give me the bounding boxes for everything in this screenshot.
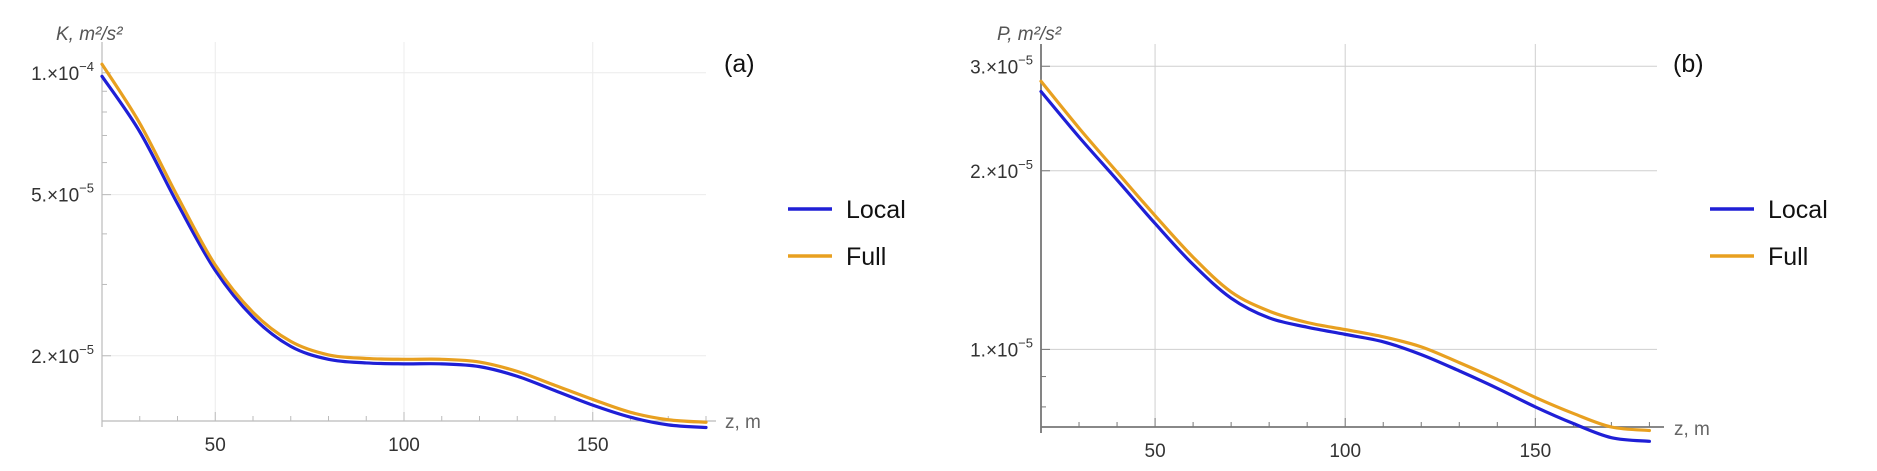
y-tick-base: 2.×10 — [970, 162, 1018, 183]
legend-item: Local — [788, 196, 906, 224]
legend: Local Full — [1710, 196, 1828, 271]
y-tick-label: 1.×10−5 — [970, 335, 1033, 361]
legend-label: Local — [846, 196, 906, 224]
y-axis-title: K, m²/s² — [56, 24, 123, 45]
series-group — [100, 62, 708, 430]
y-axis-symbol: K, — [56, 24, 79, 45]
x-axis-title: z, m — [1674, 419, 1710, 440]
series-line-local — [1039, 89, 1651, 443]
panel-label: (a) — [724, 50, 755, 78]
x-tick-label: 100 — [1329, 441, 1361, 462]
y-axis-unit: m²/s² — [79, 24, 123, 45]
y-tick-label: 1.×10−4 — [31, 59, 94, 85]
y-tick-label: 2.×10−5 — [31, 342, 94, 368]
y-tick-base: 1.×10 — [31, 64, 79, 85]
y-tick-exponent: −5 — [1018, 157, 1033, 172]
legend-item: Full — [788, 243, 886, 271]
legend-label: Full — [1768, 243, 1808, 271]
y-axis-title: P, m²/s² — [997, 24, 1062, 45]
legend-item: Local — [1710, 196, 1828, 224]
y-tick-label: 5.×10−5 — [31, 181, 94, 207]
y-tick-exponent: −5 — [79, 181, 94, 196]
panel-label: (b) — [1673, 50, 1704, 78]
legend-label: Full — [846, 243, 886, 271]
legend-label: Local — [1768, 196, 1828, 224]
series-group — [1039, 79, 1651, 443]
grid — [1041, 44, 1657, 427]
x-tick-label: 150 — [577, 435, 609, 456]
y-axis-symbol: P, — [997, 24, 1018, 45]
x-tick-label: 50 — [205, 435, 226, 456]
y-tick-base: 1.×10 — [970, 340, 1018, 361]
series-line-full — [100, 62, 708, 424]
y-tick-base: 3.×10 — [970, 57, 1018, 78]
x-tick-label: 100 — [388, 435, 420, 456]
series-line-local — [100, 74, 708, 430]
y-tick-label: 2.×10−5 — [970, 157, 1033, 183]
y-tick-base: 2.×10 — [31, 347, 79, 368]
y-tick-label: 3.×10−5 — [970, 52, 1033, 78]
x-tick-label: 150 — [1519, 441, 1551, 462]
y-tick-exponent: −5 — [1018, 52, 1033, 67]
y-tick-exponent: −5 — [1018, 335, 1033, 350]
legend: Local Full — [788, 196, 906, 271]
series-line-full — [1039, 79, 1651, 433]
y-tick-exponent: −4 — [79, 59, 94, 74]
x-axis-title: z, m — [725, 412, 761, 433]
grid — [102, 42, 706, 421]
y-tick-exponent: −5 — [79, 342, 94, 357]
legend-item: Full — [1710, 243, 1808, 271]
y-axis-unit: m²/s² — [1018, 24, 1062, 45]
y-tick-base: 5.×10 — [31, 186, 79, 207]
x-tick-label: 50 — [1145, 441, 1166, 462]
